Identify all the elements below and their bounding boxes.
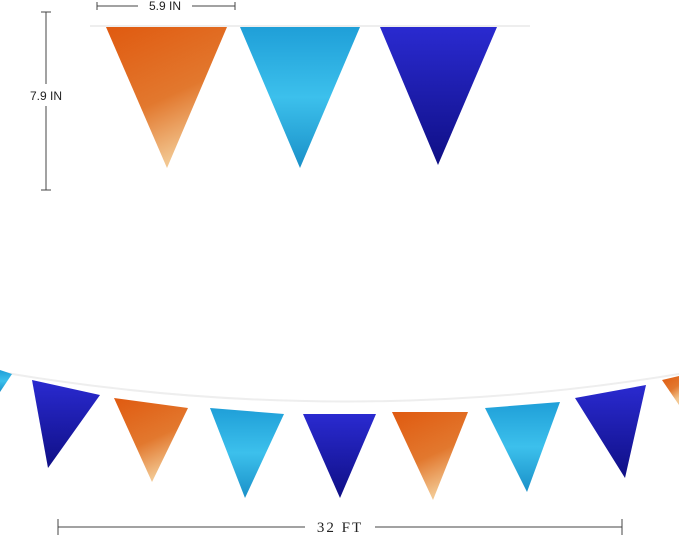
royal-blue-pennant bbox=[575, 385, 646, 478]
width-dimension: 5.9 IN bbox=[96, 0, 236, 13]
orange-pennant bbox=[114, 398, 188, 482]
light-blue-pennant bbox=[210, 408, 284, 498]
royal-blue-pennant bbox=[380, 27, 497, 165]
width-label: 5.9 IN bbox=[149, 0, 181, 13]
royal-blue-pennant bbox=[303, 414, 376, 498]
orange-pennant bbox=[106, 27, 227, 168]
height-dimension: 7.9 IN bbox=[30, 11, 62, 191]
height-label: 7.9 IN bbox=[30, 89, 62, 103]
orange-pennant bbox=[662, 376, 679, 405]
length-label: 32 FT bbox=[317, 520, 363, 536]
banner-string bbox=[0, 371, 679, 403]
light-blue-pennant bbox=[0, 370, 12, 392]
royal-blue-pennant bbox=[32, 380, 100, 468]
light-blue-pennant bbox=[485, 402, 560, 492]
light-blue-pennant bbox=[240, 27, 360, 168]
orange-pennant bbox=[392, 412, 468, 500]
length-dimension: 32 FT bbox=[57, 519, 623, 536]
